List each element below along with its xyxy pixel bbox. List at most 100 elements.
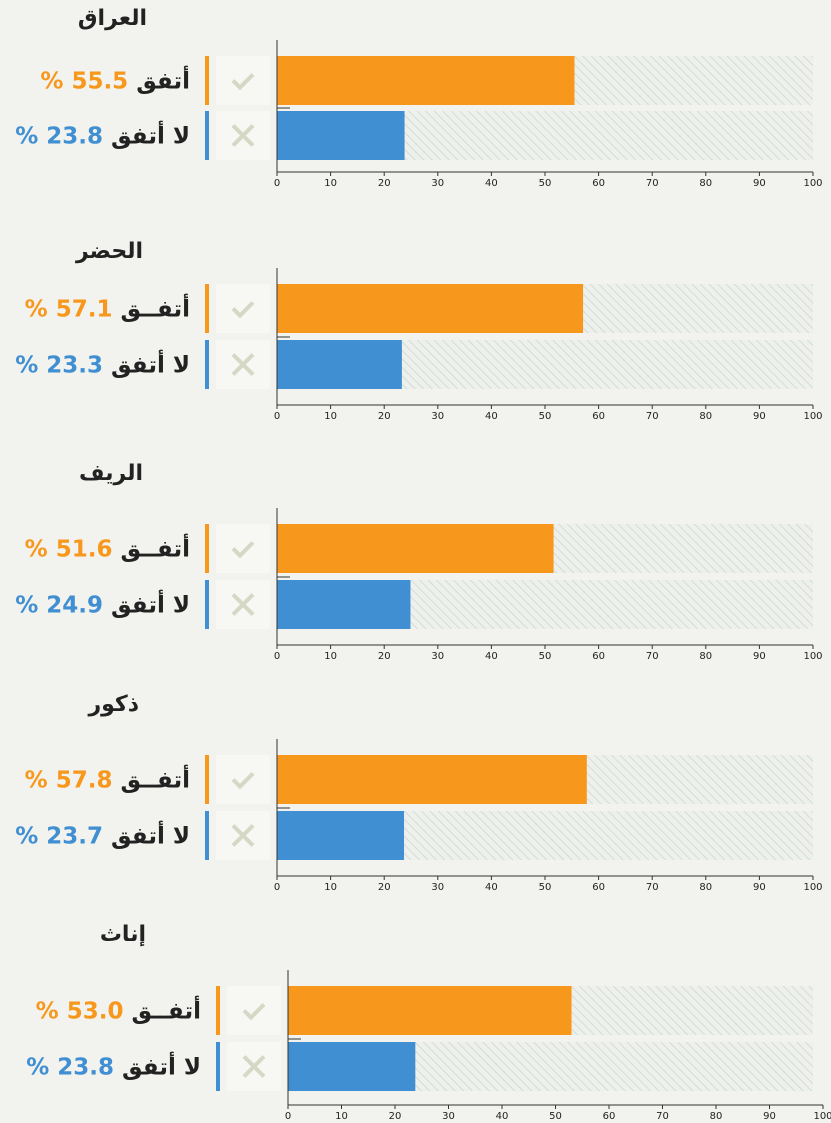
- category-label: أتفــق: [120, 293, 190, 323]
- value-label: 23.8 %: [15, 124, 103, 150]
- x-tick-label: 20: [378, 411, 391, 422]
- value-label: 23.3 %: [15, 353, 103, 379]
- cross-icon: [231, 824, 255, 847]
- value-label: 53.0 %: [36, 999, 124, 1025]
- x-tick-label: 50: [539, 882, 552, 893]
- x-tick-label: 80: [699, 882, 712, 893]
- x-tick-label: 60: [592, 411, 605, 422]
- category-label: أتفق: [136, 65, 190, 95]
- x-tick-label: 60: [603, 1111, 616, 1122]
- row-label: لا أتفق 23.7 %: [15, 820, 190, 850]
- row-label: لا أتفق 24.9 %: [15, 589, 190, 619]
- side-stripe: [216, 1042, 220, 1091]
- side-stripe: [205, 524, 209, 573]
- row-label: لا أتفق 23.3 %: [15, 349, 190, 379]
- x-tick-label: 70: [656, 1111, 669, 1122]
- x-tick-label: 40: [485, 882, 498, 893]
- panel-title: الحضر: [75, 239, 143, 264]
- category-label: لا أتفق: [122, 1051, 201, 1081]
- row-label: أتفق 55.5 %: [40, 65, 190, 95]
- icon-box: [216, 284, 270, 333]
- check-icon: [231, 301, 255, 319]
- x-tick-label: 90: [753, 411, 766, 422]
- side-stripe: [205, 811, 209, 860]
- x-tick-label: 60: [592, 882, 605, 893]
- cross-icon: [231, 353, 255, 376]
- x-tick-label: 70: [646, 411, 659, 422]
- bar: [277, 56, 575, 105]
- x-tick-label: 40: [485, 178, 498, 189]
- bar: [277, 111, 405, 160]
- side-stripe: [205, 111, 209, 160]
- bar: [277, 580, 411, 629]
- row-label: أتفــق 53.0 %: [36, 995, 201, 1025]
- x-tick-label: 20: [378, 651, 391, 662]
- x-tick-label: 30: [431, 651, 444, 662]
- value-label: 24.9 %: [15, 593, 103, 619]
- x-tick-label: 90: [753, 651, 766, 662]
- value-label: 23.7 %: [15, 824, 103, 850]
- panel-title: إناث: [100, 922, 146, 947]
- x-tick-label: 70: [646, 882, 659, 893]
- cross-icon: [231, 124, 255, 147]
- x-tick-label: 0: [274, 178, 280, 189]
- value-label: 55.5 %: [40, 69, 128, 95]
- x-tick-label: 30: [431, 411, 444, 422]
- category-label: لا أتفق: [111, 820, 190, 850]
- x-tick-label: 40: [496, 1111, 509, 1122]
- row-label: أتفــق 57.1 %: [25, 293, 190, 323]
- side-stripe: [205, 56, 209, 105]
- x-tick-label: 100: [803, 411, 822, 422]
- icon-box: [216, 524, 270, 573]
- side-stripe: [216, 986, 220, 1035]
- x-tick-label: 50: [539, 651, 552, 662]
- bar: [288, 1042, 416, 1091]
- x-tick-label: 90: [753, 178, 766, 189]
- x-tick-label: 20: [378, 882, 391, 893]
- row-label: أتفــق 51.6 %: [25, 533, 190, 563]
- x-tick-label: 40: [485, 651, 498, 662]
- x-tick-label: 50: [539, 178, 552, 189]
- check-icon: [231, 73, 255, 91]
- side-stripe: [205, 284, 209, 333]
- x-tick-label: 70: [646, 651, 659, 662]
- x-tick-label: 60: [592, 651, 605, 662]
- cross-icon: [242, 1055, 266, 1078]
- x-tick-label: 40: [485, 411, 498, 422]
- bar: [277, 340, 402, 389]
- value-label: 23.8 %: [26, 1055, 114, 1081]
- bar: [277, 284, 584, 333]
- check-icon: [242, 1003, 266, 1021]
- x-tick-label: 50: [549, 1111, 562, 1122]
- x-tick-label: 10: [324, 651, 337, 662]
- check-icon: [231, 772, 255, 790]
- category-label: لا أتفق: [111, 120, 190, 150]
- x-tick-label: 80: [699, 651, 712, 662]
- icon-box: [216, 755, 270, 804]
- value-label: 57.1 %: [25, 297, 113, 323]
- x-tick-label: 30: [442, 1111, 455, 1122]
- category-label: أتفــق: [131, 995, 201, 1025]
- x-tick-label: 80: [699, 178, 712, 189]
- x-tick-label: 20: [378, 178, 391, 189]
- bar: [277, 524, 554, 573]
- x-tick-label: 10: [324, 882, 337, 893]
- x-tick-label: 100: [803, 882, 822, 893]
- check-icon: [231, 541, 255, 559]
- row-label: أتفــق 57.8 %: [25, 764, 190, 794]
- row-label: لا أتفق 23.8 %: [15, 120, 190, 150]
- row-label: لا أتفق 23.8 %: [26, 1051, 201, 1081]
- bar: [288, 986, 572, 1035]
- value-label: 51.6 %: [25, 537, 113, 563]
- x-tick-label: 0: [274, 651, 280, 662]
- x-tick-label: 100: [803, 651, 822, 662]
- value-label: 57.8 %: [25, 768, 113, 794]
- x-tick-label: 70: [646, 178, 659, 189]
- x-tick-label: 60: [592, 178, 605, 189]
- category-label: لا أتفق: [111, 589, 190, 619]
- x-tick-label: 50: [539, 411, 552, 422]
- x-tick-label: 0: [274, 882, 280, 893]
- bar: [277, 755, 587, 804]
- x-tick-label: 100: [803, 178, 822, 189]
